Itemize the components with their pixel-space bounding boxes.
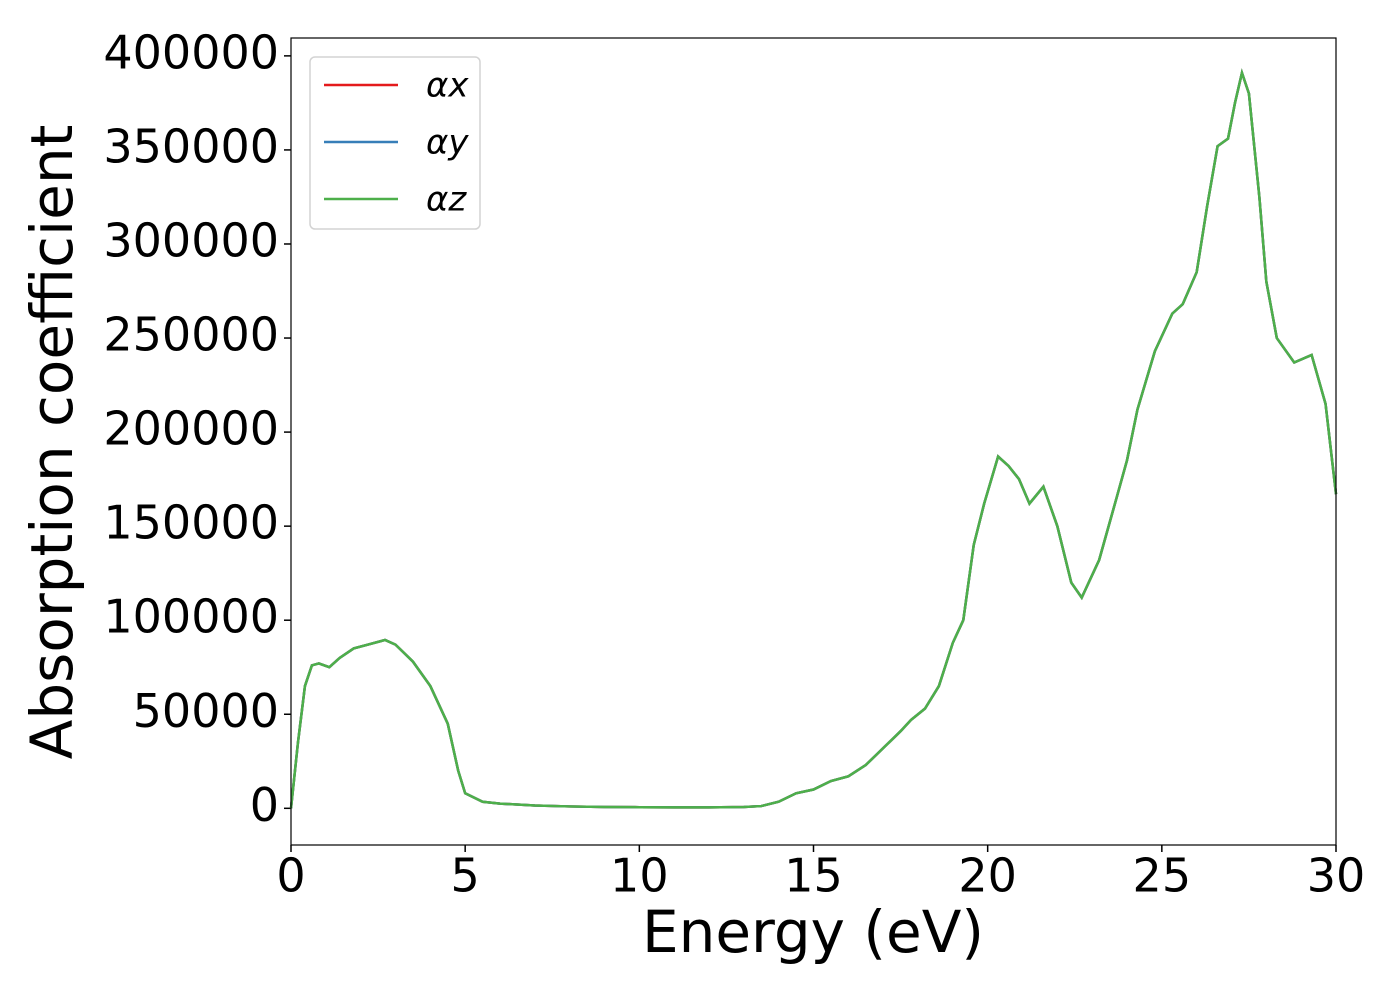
y-tick-label: 300000	[103, 213, 279, 267]
y-tick-label: 150000	[103, 496, 279, 550]
x-tick-label: 25	[1133, 849, 1192, 903]
x-tick-label: 0	[276, 849, 305, 903]
x-tick-label: 10	[610, 849, 669, 903]
x-tick-label: 30	[1307, 849, 1366, 903]
legend-label: αx	[426, 66, 469, 106]
legend-label: αz	[426, 180, 467, 220]
y-tick-label: 0	[250, 778, 279, 832]
y-tick-label: 250000	[103, 308, 279, 362]
x-tick-label: 20	[958, 849, 1017, 903]
x-axis-label: Energy (eV)	[642, 898, 984, 966]
y-tick-label: 50000	[133, 684, 279, 738]
y-axis-label: Absorption coefficient	[18, 125, 86, 760]
y-tick-label: 100000	[103, 590, 279, 644]
y-tick-label: 200000	[103, 402, 279, 456]
legend-label: αy	[426, 123, 469, 163]
plot-frame	[290, 37, 1337, 846]
y-tick-label: 400000	[103, 25, 279, 79]
x-tick-label: 5	[451, 849, 480, 903]
series-line	[289, 68, 1338, 809]
y-tick-label: 350000	[103, 119, 279, 173]
x-tick-label: 15	[784, 849, 843, 903]
